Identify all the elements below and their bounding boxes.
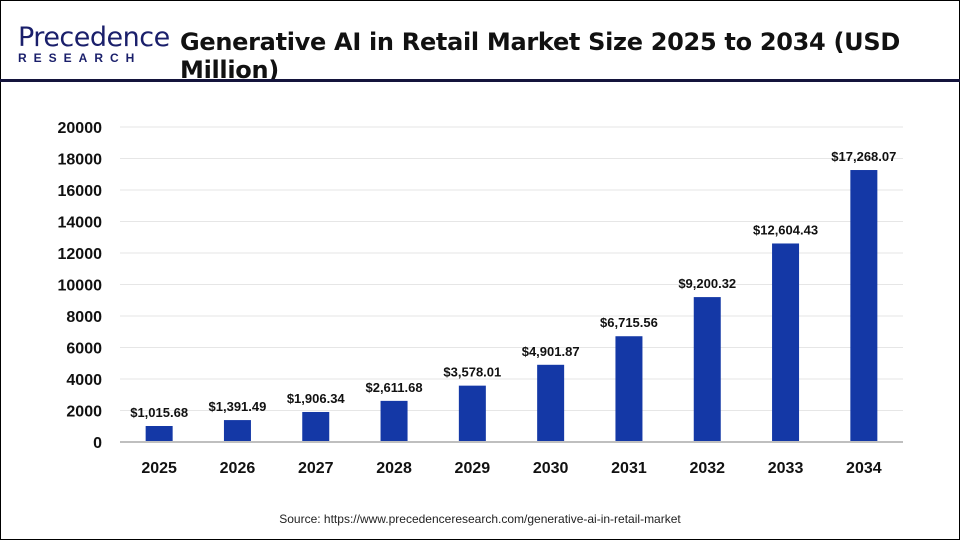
data-label: $1,015.68 (130, 405, 188, 420)
header-divider (0, 79, 960, 82)
source-note: Source: https://www.precedenceresearch.c… (279, 512, 681, 526)
data-label: $12,604.43 (753, 222, 818, 237)
x-tick-label: 2032 (689, 460, 725, 477)
logo-subtext: RESEARCH (18, 51, 142, 65)
y-tick-label: 10000 (58, 278, 103, 295)
bar-2025 (145, 426, 173, 442)
data-label: $2,611.68 (365, 380, 422, 395)
y-tick-label: 6000 (66, 341, 102, 358)
bar-2028 (380, 400, 408, 442)
data-label: $9,200.32 (678, 276, 736, 291)
bar-2026 (223, 420, 251, 442)
x-tick-label: 2030 (533, 460, 569, 477)
data-label: $6,715.56 (600, 315, 658, 330)
x-tick-label: 2026 (220, 460, 256, 477)
bar-2027 (302, 411, 330, 442)
bar-2032 (693, 297, 721, 442)
y-tick-label: 2000 (66, 404, 102, 421)
precedence-research-logo: Precedence RESEARCH (18, 22, 170, 65)
data-label: $17,268.07 (831, 149, 896, 164)
bar-2031 (615, 336, 643, 442)
y-tick-label: 14000 (58, 215, 103, 232)
data-label: $3,578.01 (443, 365, 501, 380)
data-label: $4,901.87 (522, 344, 580, 359)
y-tick-label: 20000 (58, 120, 103, 137)
y-tick-label: 18000 (58, 152, 103, 169)
y-tick-label: 4000 (66, 372, 102, 389)
x-tick-label: 2033 (768, 460, 804, 477)
x-tick-label: 2027 (298, 460, 334, 477)
x-tick-label: 2028 (376, 460, 412, 477)
bar-2029 (458, 385, 486, 442)
chart-title: Generative AI in Retail Market Size 2025… (180, 28, 900, 84)
y-tick-label: 0 (93, 435, 102, 452)
y-tick-label: 16000 (58, 183, 103, 200)
x-tick-label: 2029 (455, 460, 491, 477)
x-tick-label: 2025 (141, 460, 177, 477)
data-label: $1,906.34 (287, 391, 346, 406)
y-tick-label: 8000 (66, 309, 102, 326)
bar-2030 (537, 364, 565, 442)
y-tick-label: 12000 (58, 246, 103, 263)
bar-2033 (772, 243, 800, 442)
x-tick-label: 2031 (611, 460, 647, 477)
data-label: $1,391.49 (209, 399, 267, 414)
logo-text: Precedence (18, 22, 170, 53)
x-tick-label: 2034 (846, 460, 882, 477)
bar-2034 (850, 170, 878, 442)
